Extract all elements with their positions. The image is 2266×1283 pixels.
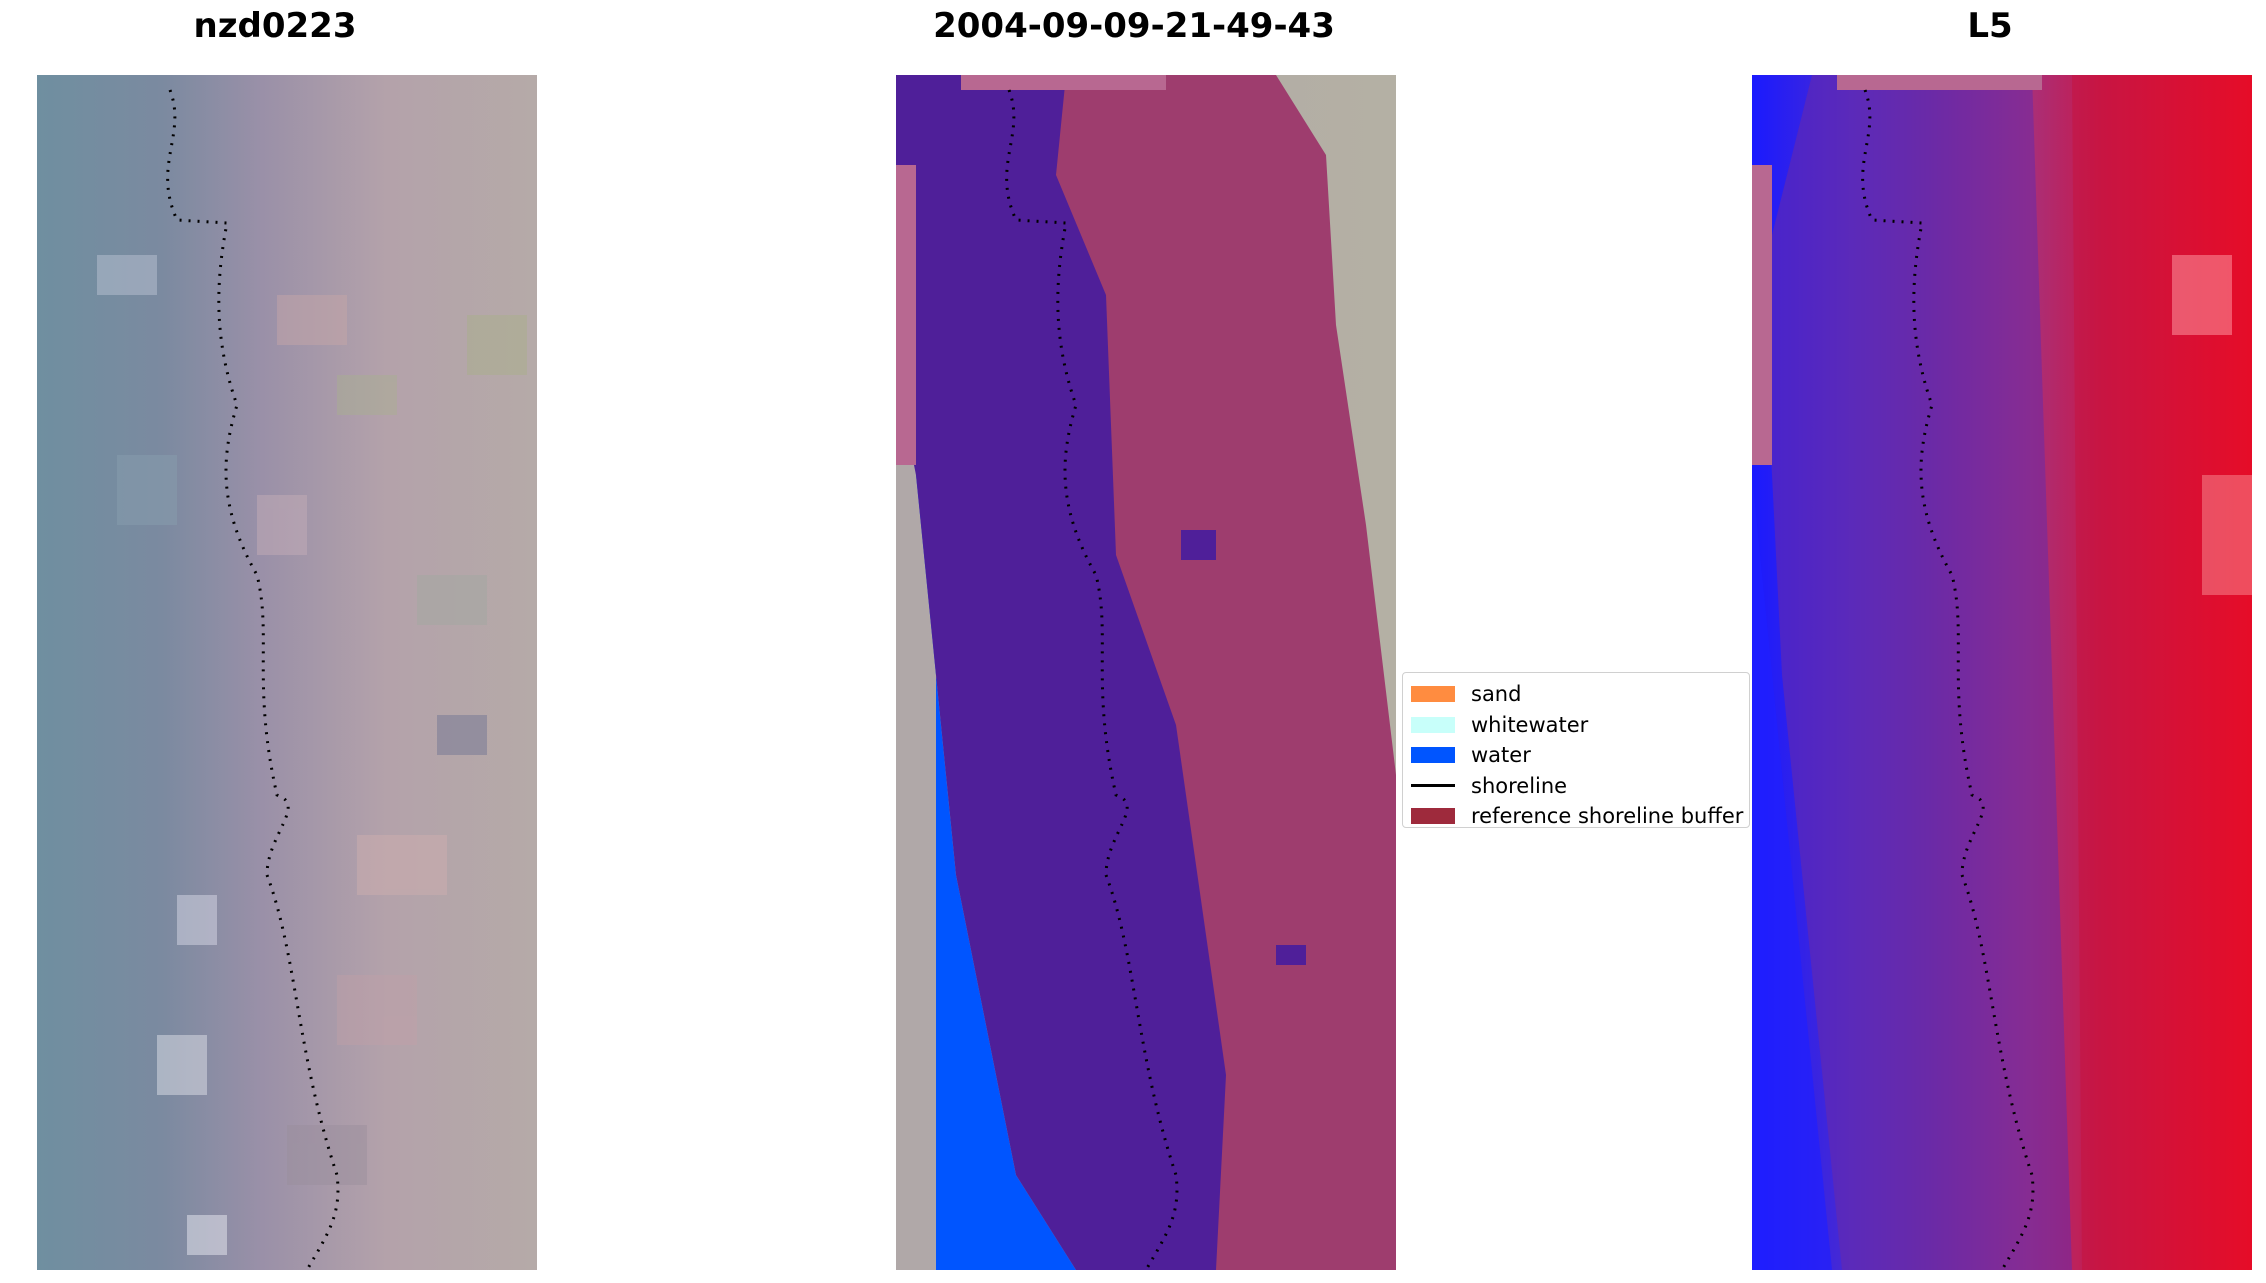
legend-label: sand (1471, 682, 1522, 707)
legend-label: whitewater (1471, 712, 1589, 737)
legend-label: shoreline (1471, 773, 1568, 798)
panel-title-rgb: nzd0223 (193, 6, 357, 46)
panel-title-classification: 2004-09-09-21-49-43 (933, 6, 1335, 46)
legend-item-sand: sand (1411, 679, 1741, 710)
legend-item-whitewater: whitewater (1411, 710, 1741, 741)
legend-item-shoreline: shoreline (1411, 771, 1741, 802)
rgb-background (37, 75, 537, 1270)
rgb-image-panel (37, 75, 537, 1270)
legend-label: water (1471, 743, 1531, 768)
legend-item-water: water (1411, 740, 1741, 771)
classification-panel (896, 75, 1396, 1270)
legend-swatch-whitewater (1411, 716, 1455, 733)
legend: sand whitewater water shoreline referenc… (1402, 672, 1750, 828)
rgb-texture (97, 255, 527, 1255)
legend-swatch-sand (1411, 686, 1455, 703)
legend-item-reference-buffer: reference shoreline buffer (1411, 801, 1744, 832)
legend-line-shoreline (1411, 784, 1455, 788)
legend-label: reference shoreline buffer (1471, 804, 1744, 829)
water-buffer (896, 75, 1226, 1270)
legend-swatch-reference-buffer (1411, 808, 1455, 825)
panel-title-index: L5 (1967, 6, 2013, 46)
index-panel (1752, 75, 2252, 1270)
legend-swatch-water (1411, 747, 1455, 764)
water-class (896, 75, 1076, 1270)
